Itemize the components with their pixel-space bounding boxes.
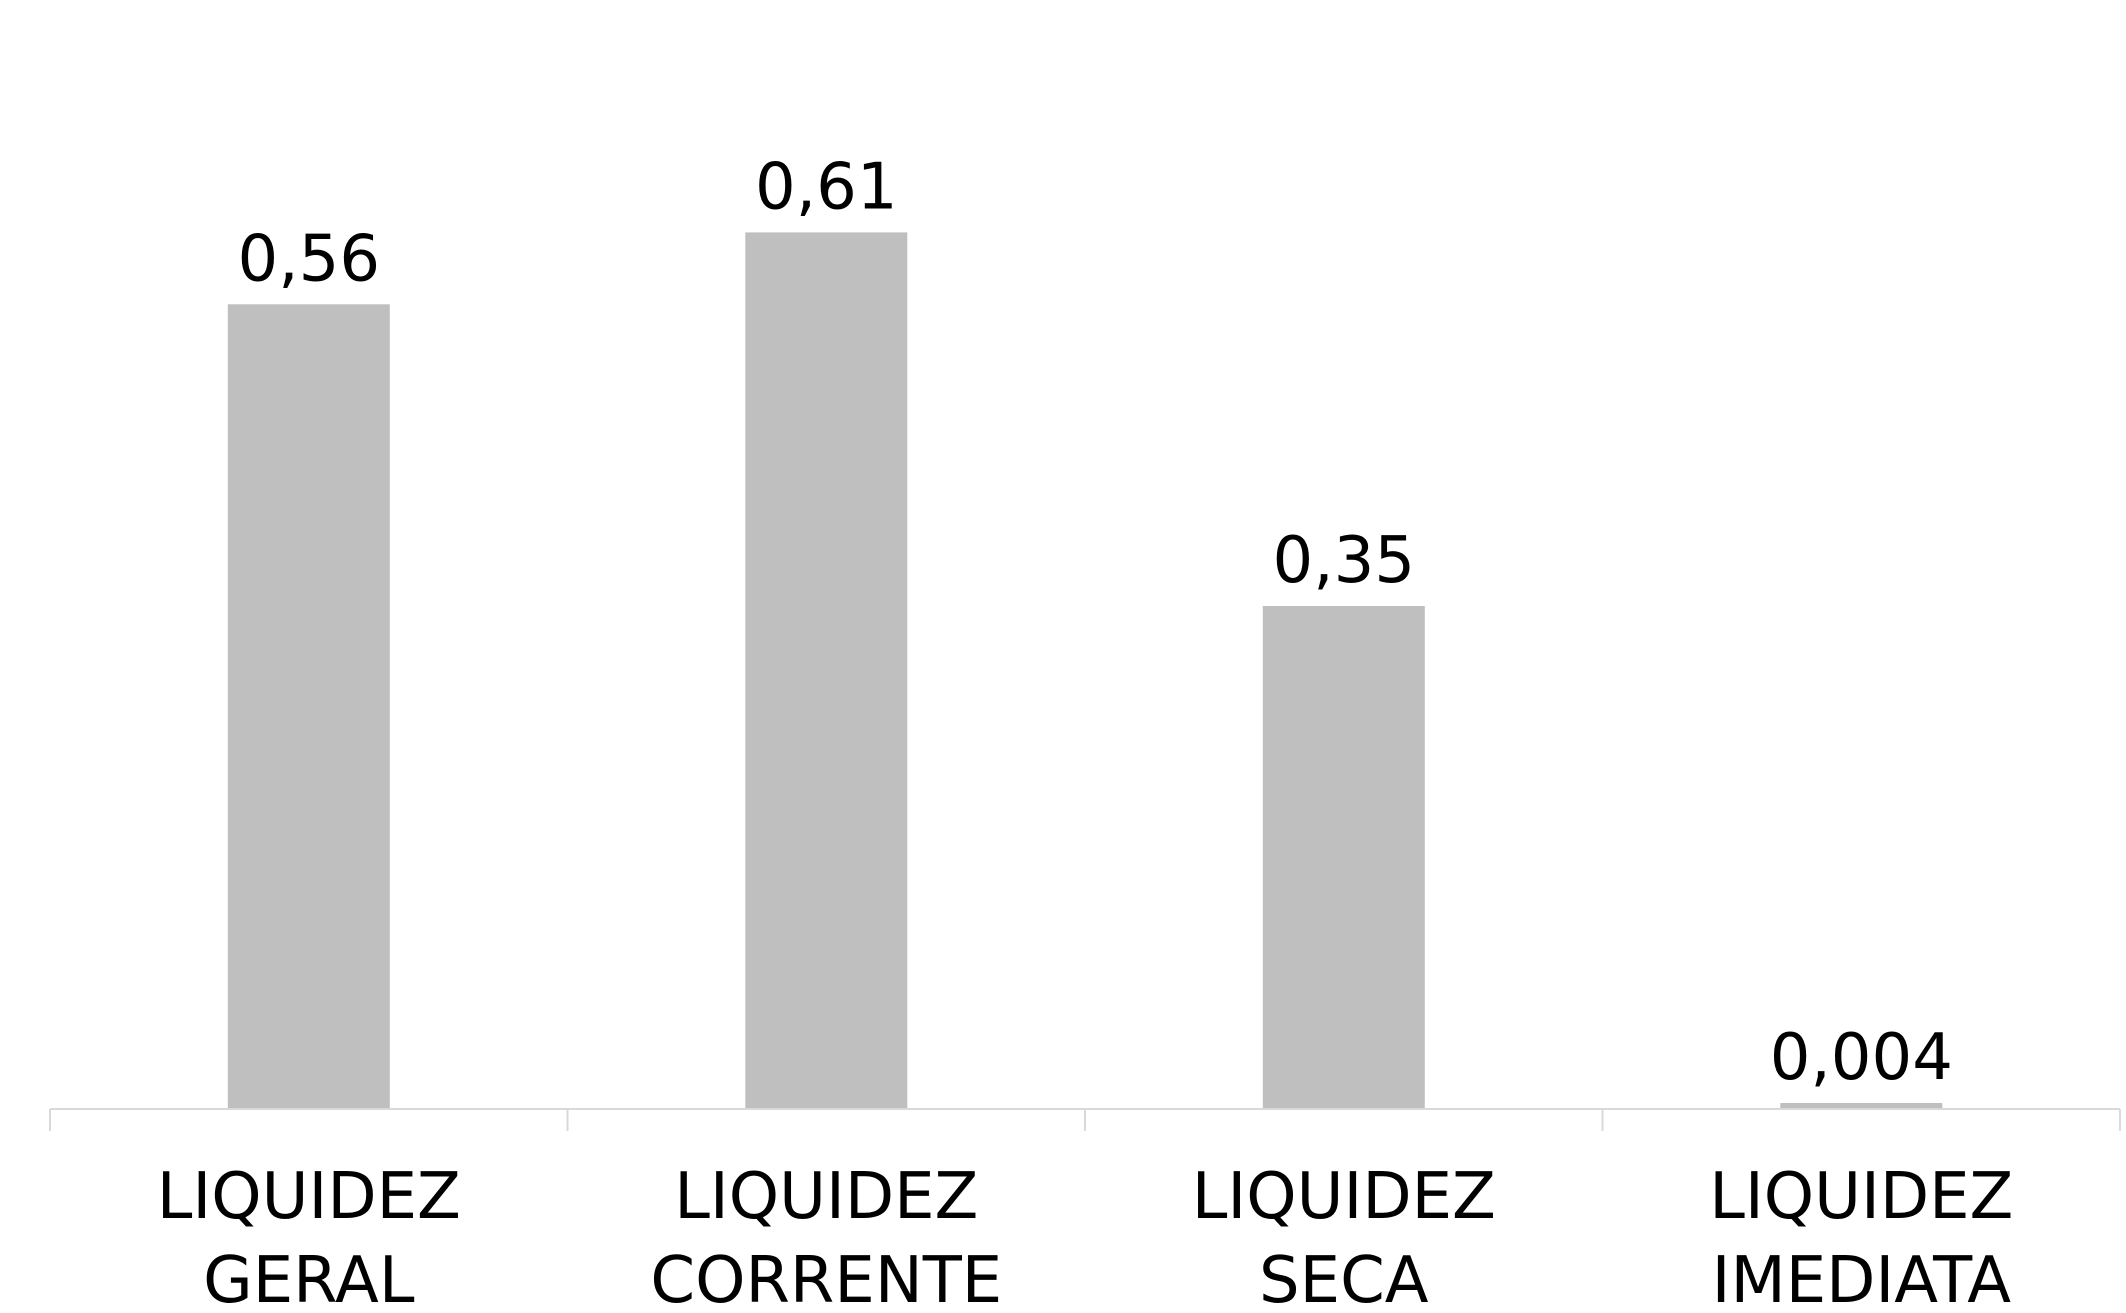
x-tick-label-1-line-1: LIQUIDEZ: [157, 1160, 461, 1234]
bars-group: [227, 232, 1943, 1109]
x-axis: [49, 1108, 2121, 1131]
x-tick-label-3-line-1: LIQUIDEZ: [1192, 1160, 1496, 1234]
x-tick-label-4: LIQUIDEZ IMEDIATA: [1709, 1160, 2013, 1313]
x-tick-label-4-line-1: LIQUIDEZ: [1709, 1160, 2013, 1234]
x-tick-label-2-line-2: CORRENTE: [650, 1244, 1002, 1313]
x-tick-label-1: LIQUIDEZ GERAL: [157, 1160, 461, 1313]
x-tick-label-1-line-2: GERAL: [203, 1244, 415, 1313]
bar-1: [227, 304, 390, 1109]
x-tick-label-2: LIQUIDEZ CORRENTE: [650, 1160, 1002, 1313]
bar-3: [1262, 606, 1425, 1109]
data-label-1: 0,56: [238, 222, 381, 296]
data-labels-group: 0,56 0,61 0,35 0,004: [238, 150, 1953, 1095]
data-label-3: 0,35: [1273, 524, 1416, 598]
bar-4: [1780, 1103, 1943, 1109]
data-label-4: 0,004: [1770, 1021, 1953, 1095]
x-tick-label-2-line-1: LIQUIDEZ: [674, 1160, 978, 1234]
x-tick-label-4-line-2: IMEDIATA: [1712, 1244, 2012, 1313]
x-tick-label-3-line-2: SECA: [1259, 1244, 1429, 1313]
data-label-2: 0,61: [755, 150, 898, 224]
x-tick-labels-group: LIQUIDEZ GERAL LIQUIDEZ CORRENTE LIQUIDEZ SEC…: [157, 1160, 2014, 1313]
bar-2: [745, 232, 908, 1109]
x-tick-label-3: LIQUIDEZ SECA: [1192, 1160, 1496, 1313]
